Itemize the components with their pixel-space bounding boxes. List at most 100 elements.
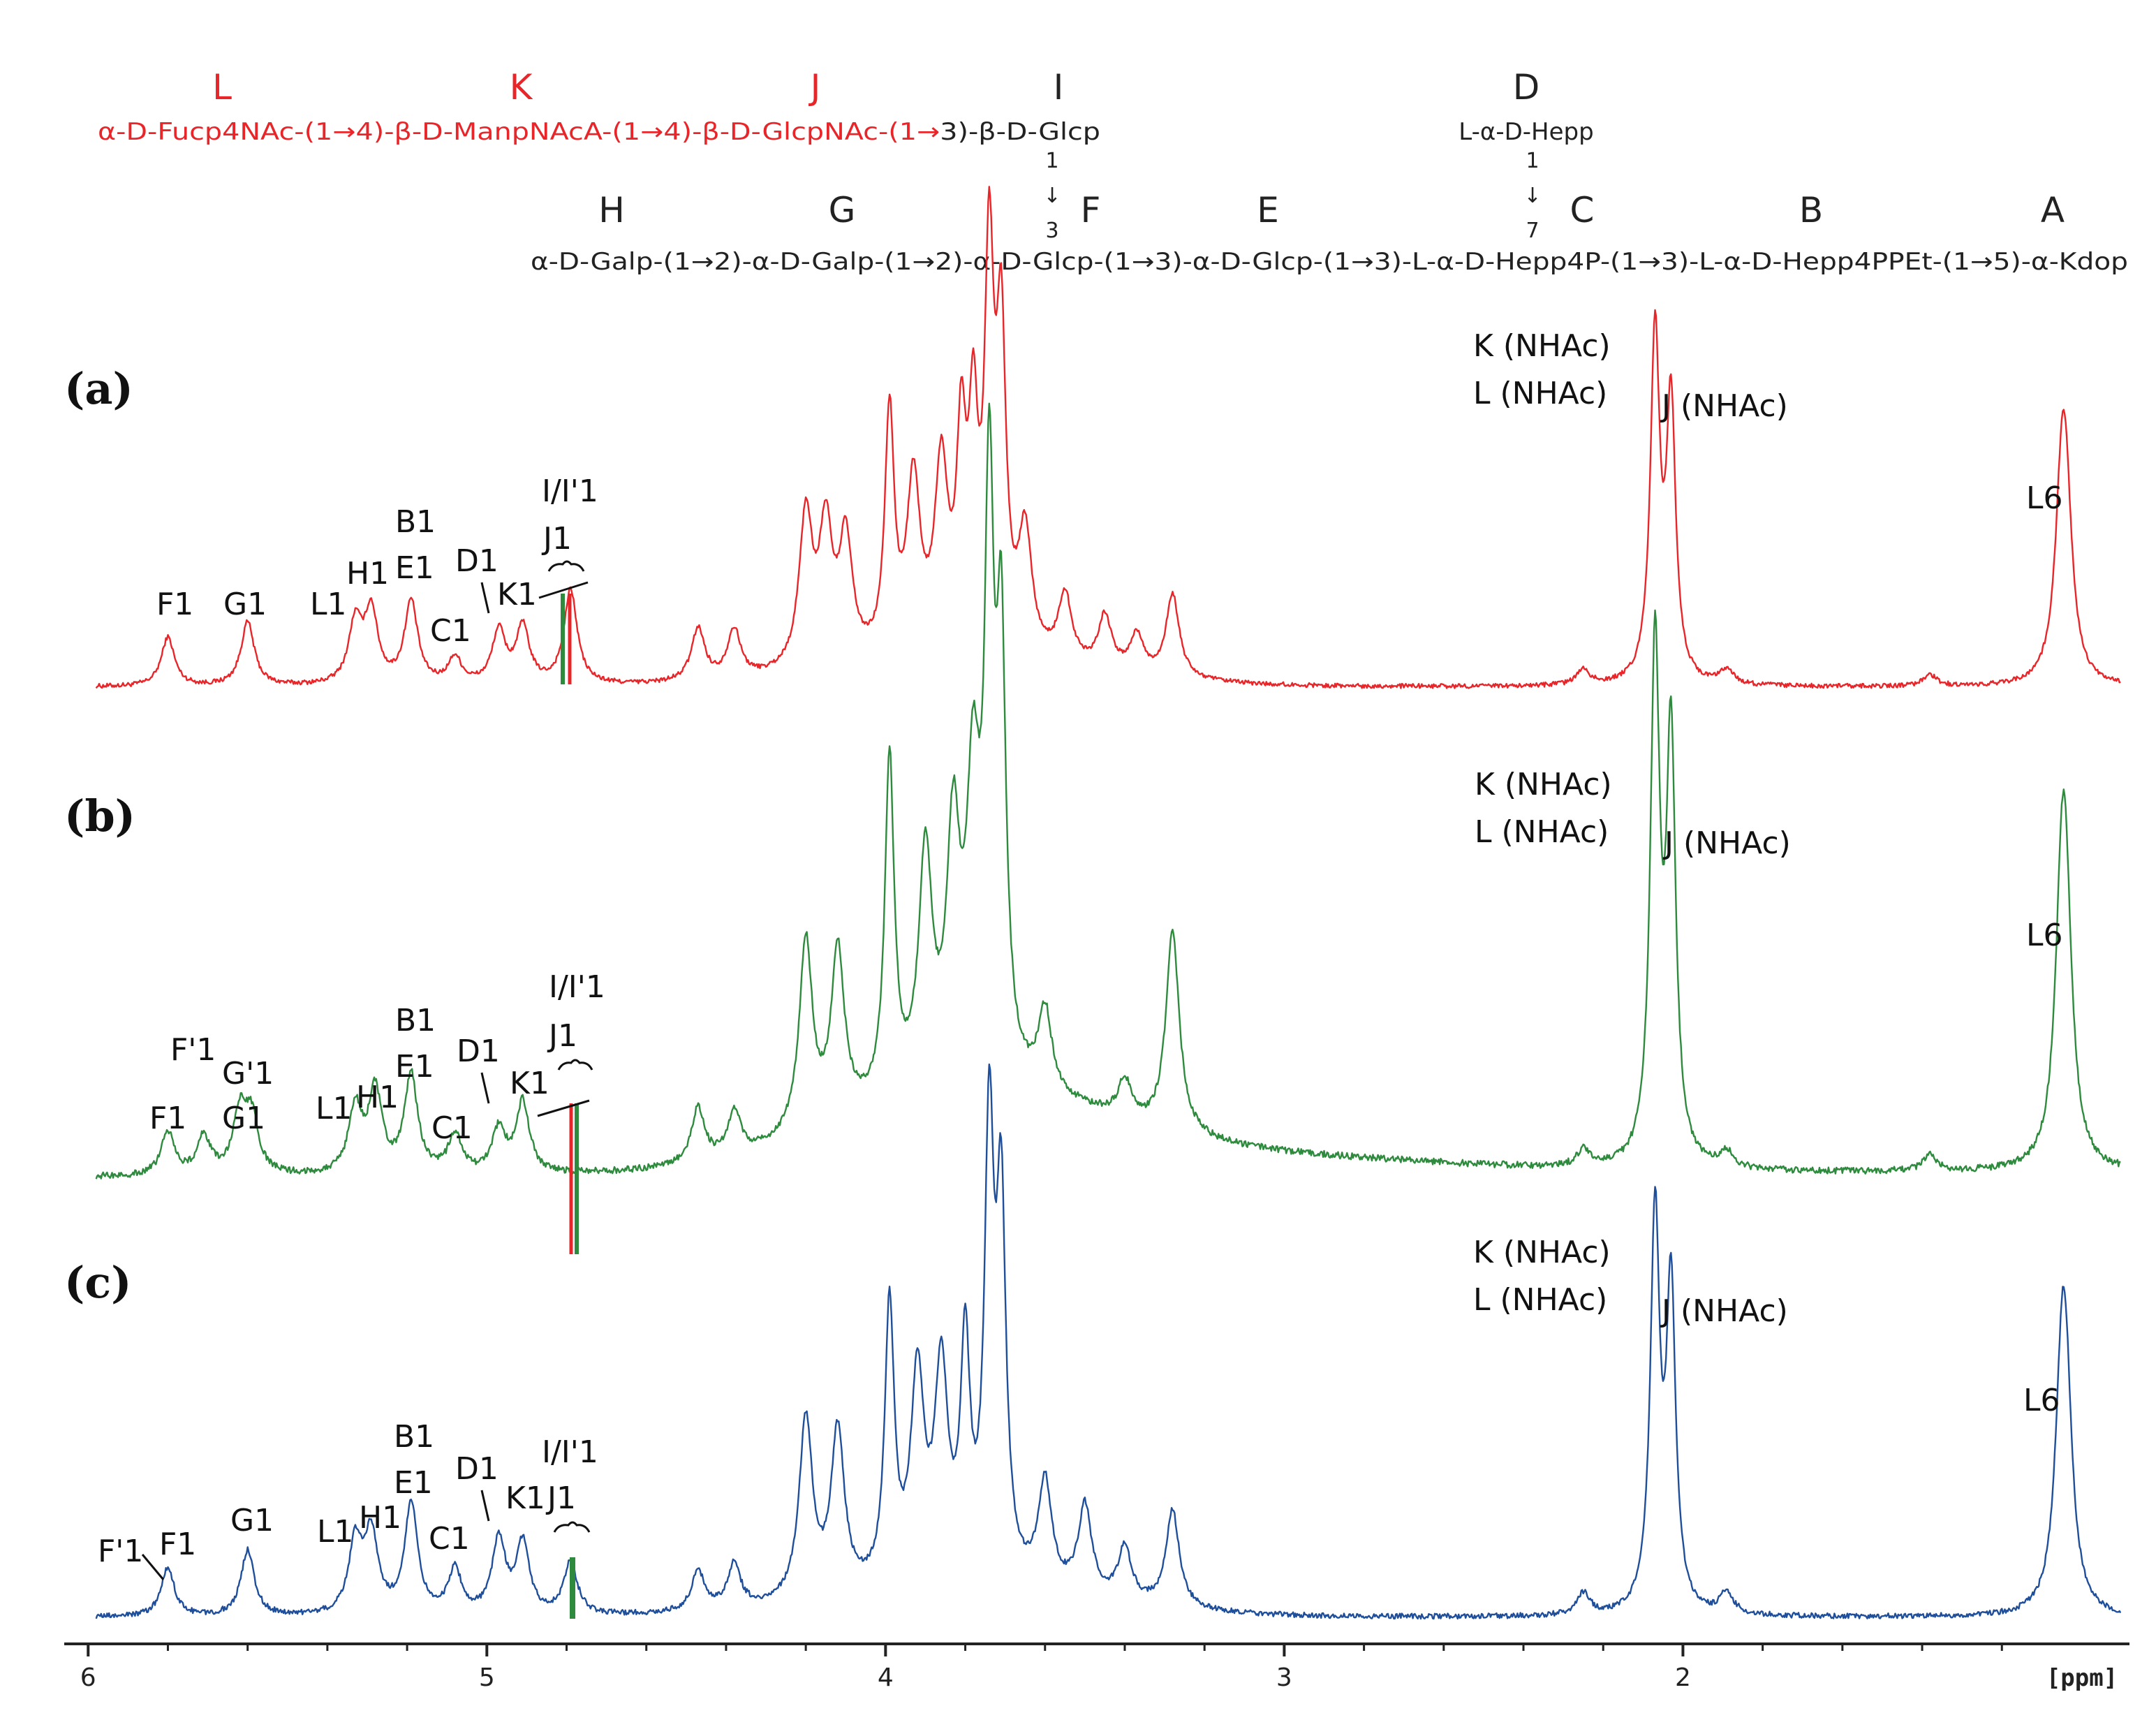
link-D-C-bottom: 7 (1526, 219, 1539, 243)
peak-label-a-F1: F1 (156, 587, 193, 622)
panel-c: (c) F'1 F1 G1 L1 H1 B1 E1 C1 D1 K1 J1 I/… (64, 1063, 2122, 1620)
peak-label-b-L1: L1 (316, 1091, 353, 1126)
peak-label-b-K1: K1 (510, 1066, 549, 1101)
residue-letter-E: E (1257, 190, 1279, 230)
panel-label-b: (b) (64, 791, 135, 841)
peak-label-b-L6: L6 (2026, 918, 2063, 953)
link-I-F-top: 1 (1045, 149, 1058, 173)
peak-label-c-I1: I/I'1 (542, 1434, 598, 1470)
peak-label-b-B1: B1 (395, 1003, 436, 1038)
residue-letter-H: H (598, 190, 625, 230)
peak-label-a-L1: L1 (310, 587, 347, 622)
x-tick-label-2: 2 (1675, 1663, 1691, 1692)
x-axis-minor-ticks (166, 1644, 2003, 1651)
peak-label-c-D1: D1 (455, 1451, 499, 1487)
peak-label-b-J-NHAc: J (NHAc) (1662, 825, 1791, 861)
peak-label-a-D1: D1 (455, 543, 499, 579)
top-chain-formula: α-D-Fucp4NAc-(1→4)-β-D-ManpNAcA-(1→4)-β-… (98, 118, 1100, 146)
peak-label-c-B1: B1 (394, 1419, 434, 1455)
spectrum-trace-b (95, 402, 2121, 1179)
x-tick-label-3: 3 (1276, 1663, 1292, 1692)
x-axis: 6 5 4 3 2 [ppm] (64, 1642, 2129, 1692)
x-tick-label-6: 6 (80, 1663, 96, 1692)
x-axis-major-ticks (87, 1644, 1685, 1656)
residue-letter-F: F (1081, 190, 1101, 230)
peak-label-c-L1: L1 (317, 1514, 354, 1550)
main-chain-formula: α-D-Galp-(1→2)-α-D-Galp-(1→2)-α-D-Glcp-(… (531, 248, 2128, 276)
peak-label-a-K1: K1 (497, 577, 537, 612)
peak-labels-c: F'1 F1 G1 L1 H1 B1 E1 C1 D1 K1 J1 I/I'1 … (98, 1235, 2060, 1580)
peak-label-c-H1: H1 (359, 1500, 401, 1536)
link-I-F-bottom: 3 (1045, 219, 1058, 243)
leader-c-D1 (480, 1490, 490, 1522)
residue-letter-G: G (829, 190, 856, 230)
residue-letter-C: C (1570, 190, 1595, 230)
peak-label-a-L6: L6 (2026, 480, 2063, 516)
panel-a: (a) F1 G1 L1 H1 B1 E1 C1 D1 K1 J1 I/I'1 … (64, 186, 2121, 689)
peak-label-b-G1: G1 (222, 1101, 265, 1136)
peak-label-c-E1: E1 (394, 1465, 433, 1501)
peak-label-a-B1: B1 (395, 504, 436, 540)
link-D-C-top: 1 (1526, 149, 1539, 173)
peak-label-a-H1: H1 (346, 556, 389, 591)
peak-label-c-J1: J1 (545, 1480, 576, 1516)
peak-label-c-L6: L6 (2023, 1383, 2060, 1418)
peak-label-c-K-NHAc: K (NHAc) (1473, 1235, 1611, 1270)
peak-label-a-K-NHAc: K (NHAc) (1473, 328, 1611, 364)
peak-label-a-I1: I/I'1 (542, 473, 598, 509)
peak-label-c-K1: K1 (505, 1480, 545, 1516)
peak-label-a-G1: G1 (223, 587, 267, 622)
residue-letter-D: D (1513, 67, 1540, 108)
peak-label-c-L-NHAc: L (NHAc) (1473, 1282, 1607, 1318)
x-tick-label-5: 5 (479, 1663, 495, 1692)
leader-b-K1 (537, 1099, 590, 1117)
solvent-peak-a (561, 594, 572, 684)
peak-label-b-D1: D1 (457, 1034, 500, 1069)
panel-b: (b) F'1 F1 G'1 G1 L1 H1 B1 E1 C1 D1 K1 J… (64, 402, 2121, 1254)
leader-c-F'1 (141, 1554, 165, 1580)
peak-labels-b: F'1 F1 G'1 G1 L1 H1 B1 E1 C1 D1 K1 J1 I/… (149, 767, 2063, 1146)
residue-letter-J: J (808, 67, 821, 108)
peak-label-a-C1: C1 (430, 613, 471, 649)
solvent-peak-b (569, 1103, 579, 1254)
peak-label-a-E1: E1 (395, 550, 434, 586)
top-chain-red-part: α-D-Fucp4NAc-(1→4)-β-D-ManpNAcA-(1→4)-β-… (98, 118, 940, 146)
link-I-F-arrow: ↓ (1043, 184, 1061, 208)
top-chain-black-part: 3)-β-D-Glcp (940, 118, 1100, 146)
peak-label-b-L-NHAc: L (NHAc) (1475, 814, 1609, 850)
structure-diagram: L K J I D α-D-Fucp4NAc-(1→4)-β-D-ManpNAc… (98, 67, 2128, 276)
spectrum-trace-c (95, 1063, 2122, 1620)
panel-label-c: (c) (64, 1257, 131, 1308)
residue-letter-K: K (510, 67, 533, 108)
peak-label-c-G1: G1 (230, 1503, 274, 1538)
peak-label-b-C1: C1 (431, 1110, 473, 1146)
peak-label-a-J1: J1 (541, 521, 572, 557)
peak-label-b-F'1: F'1 (170, 1032, 216, 1068)
peak-label-b-G'1: G'1 (222, 1056, 274, 1091)
peak-label-c-F'1: F'1 (98, 1534, 143, 1569)
residue-letter-A: A (2041, 190, 2065, 230)
peak-label-c-C1: C1 (429, 1521, 470, 1557)
residue-letter-L: L (212, 67, 232, 108)
peak-label-c-F1: F1 (159, 1527, 196, 1562)
peak-label-b-F1: F1 (149, 1101, 186, 1136)
brace-b-J1 (557, 1059, 593, 1071)
peak-labels-a: F1 G1 L1 H1 B1 E1 C1 D1 K1 J1 I/I'1 K (N… (156, 328, 2063, 649)
residue-letter-B: B (1799, 190, 1823, 230)
peak-label-c-J-NHAc: J (NHAc) (1660, 1293, 1788, 1329)
x-axis-tick-labels: 6 5 4 3 2 (80, 1663, 1691, 1692)
x-axis-unit-label: [ppm] (2046, 1664, 2118, 1692)
peak-label-b-J1: J1 (547, 1018, 577, 1054)
panel-label-a: (a) (64, 363, 133, 414)
peak-label-b-I1: I/I'1 (549, 969, 605, 1005)
brace-a-J1 (547, 560, 585, 572)
peak-label-b-E1: E1 (395, 1049, 434, 1085)
brace-c-J1 (553, 1521, 591, 1533)
spectrum-trace-a (95, 186, 2121, 689)
peak-label-b-K-NHAc: K (NHAc) (1475, 767, 1612, 802)
peak-label-a-L-NHAc: L (NHAc) (1473, 376, 1607, 411)
x-tick-label-4: 4 (878, 1663, 894, 1692)
leader-a-K1 (538, 581, 589, 599)
peak-label-a-J-NHAc: J (NHAc) (1660, 388, 1788, 424)
